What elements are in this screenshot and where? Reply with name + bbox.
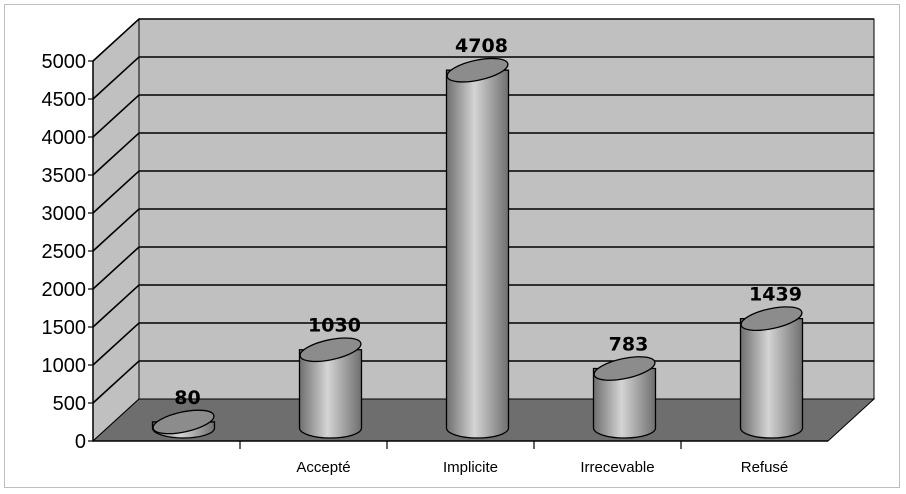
x-tick-label: Irrecevable [580,459,654,476]
gridline [92,56,874,100]
data-label: 783 [609,333,649,355]
y-tick-label: 4500 [42,89,87,111]
gridline [92,132,874,176]
bar-top [593,356,656,381]
x-tick-label: Implicite [443,459,498,476]
data-label: 80 [174,387,200,409]
y-tick-label: 5000 [42,51,87,73]
bar-top [446,57,509,83]
data-label: 1030 [308,315,361,337]
bar-body [592,367,657,439]
bar [739,306,804,439]
x-tick-label: Refusé [741,459,789,476]
bar [592,356,657,439]
bar-top [152,409,215,435]
data-label: 4708 [455,35,508,57]
y-tick-label: 1500 [42,317,87,339]
bar-body [445,69,510,439]
gridline [92,284,874,328]
gridline [92,94,874,138]
y-tick-label: 3500 [42,165,87,187]
gridline [92,208,874,252]
y-tick-label: 1000 [42,355,87,377]
gridline [92,322,874,366]
bar-body [298,349,363,439]
bar-top [740,306,803,332]
y-tick-label: 2000 [42,279,87,301]
y-tick-label: 4000 [42,127,87,149]
gridline [92,170,874,214]
data-label: 1439 [749,284,802,306]
y-tick-label: 500 [53,393,86,415]
bar [445,57,510,439]
bar [298,337,363,439]
gridline [92,246,874,290]
bar [151,409,216,439]
gridline [92,18,874,62]
y-tick-label: 2500 [42,241,87,263]
y-tick-label: 0 [75,431,86,453]
x-tick-label: Accepté [296,459,350,476]
y-tick-label: 3000 [42,203,87,225]
bar-top [299,337,362,363]
bar-body [739,317,804,439]
